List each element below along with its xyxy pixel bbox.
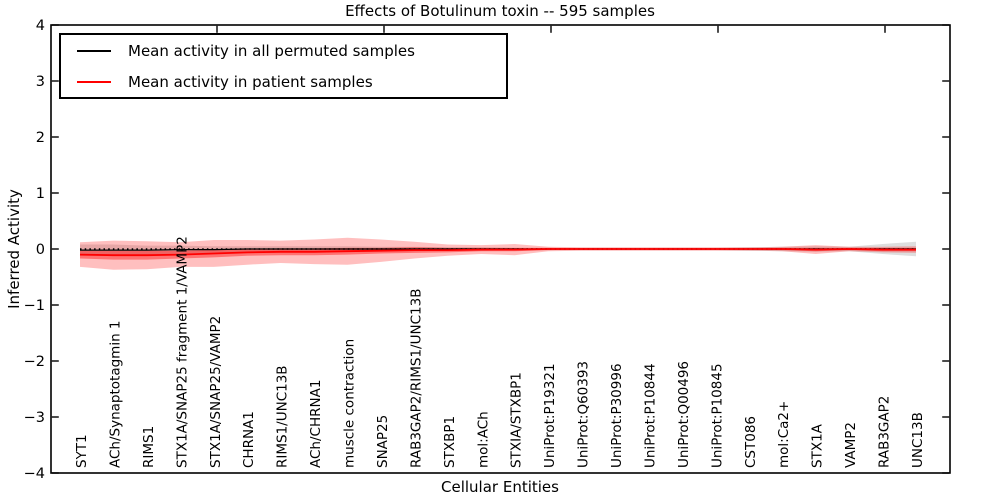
svg-text:1: 1 [36, 186, 45, 202]
svg-text:RIMS1/UNC13B: RIMS1/UNC13B [275, 365, 291, 468]
svg-text:STX1A/SNAP25/VAMP2: STX1A/SNAP25/VAMP2 [208, 316, 224, 468]
y-axis-label: Inferred Activity [5, 189, 23, 309]
svg-text:VAMP2: VAMP2 [843, 422, 859, 468]
svg-text:RAB3GAP2/RIMS1/UNC13B: RAB3GAP2/RIMS1/UNC13B [408, 289, 424, 468]
svg-text:SNAP25: SNAP25 [375, 415, 391, 468]
legend-line-permuted-icon [77, 49, 111, 52]
svg-text:SYT1: SYT1 [74, 434, 90, 468]
svg-text:UniProt:Q60393: UniProt:Q60393 [576, 361, 592, 468]
legend-item-permuted: Mean activity in all permuted samples [61, 35, 506, 66]
svg-text:mol:Ca2+: mol:Ca2+ [776, 401, 792, 468]
svg-text:0: 0 [36, 242, 45, 258]
x-axis-label: Cellular Entities [441, 478, 559, 496]
svg-text:STXBP1: STXBP1 [442, 416, 458, 468]
svg-text:UniProt:Q00496: UniProt:Q00496 [676, 361, 692, 468]
svg-text:−4: −4 [24, 466, 45, 482]
svg-text:−1: −1 [24, 298, 45, 314]
svg-text:RIMS1: RIMS1 [141, 426, 157, 468]
svg-text:UniProt:P19321: UniProt:P19321 [542, 363, 558, 468]
svg-text:3: 3 [36, 74, 45, 90]
svg-text:ACh/Synaptotagmin 1: ACh/Synaptotagmin 1 [107, 320, 123, 468]
svg-text:−3: −3 [24, 410, 45, 426]
svg-text:UniProt:P30996: UniProt:P30996 [609, 363, 625, 468]
svg-text:UniProt:P10844: UniProt:P10844 [643, 363, 659, 468]
svg-text:STXIA/STXBP1: STXIA/STXBP1 [509, 372, 525, 468]
svg-text:4: 4 [36, 18, 45, 34]
svg-text:ACh/CHRNA1: ACh/CHRNA1 [308, 380, 324, 468]
svg-text:STX1A: STX1A [810, 423, 826, 468]
svg-text:RAB3GAP2: RAB3GAP2 [877, 396, 893, 468]
svg-text:−2: −2 [24, 354, 45, 370]
svg-text:CHRNA1: CHRNA1 [241, 411, 257, 468]
legend-label-permuted: Mean activity in all permuted samples [128, 41, 415, 60]
svg-text:UNC13B: UNC13B [910, 412, 926, 468]
svg-text:CST086: CST086 [743, 416, 759, 468]
legend-line-patient-icon [77, 80, 111, 83]
svg-text:2: 2 [36, 130, 45, 146]
svg-text:muscle contraction: muscle contraction [342, 339, 358, 468]
svg-text:STX1A/SNAP25 fragment 1/VAMP2: STX1A/SNAP25 fragment 1/VAMP2 [174, 236, 190, 468]
legend-label-patient: Mean activity in patient samples [128, 72, 373, 91]
legend-item-patient: Mean activity in patient samples [61, 66, 506, 97]
legend: Mean activity in all permuted samples Me… [59, 33, 508, 99]
svg-text:UniProt:P10845: UniProt:P10845 [709, 363, 725, 468]
chart-title: Effects of Botulinum toxin -- 595 sample… [345, 2, 655, 20]
svg-text:mol:ACh: mol:ACh [475, 411, 491, 468]
